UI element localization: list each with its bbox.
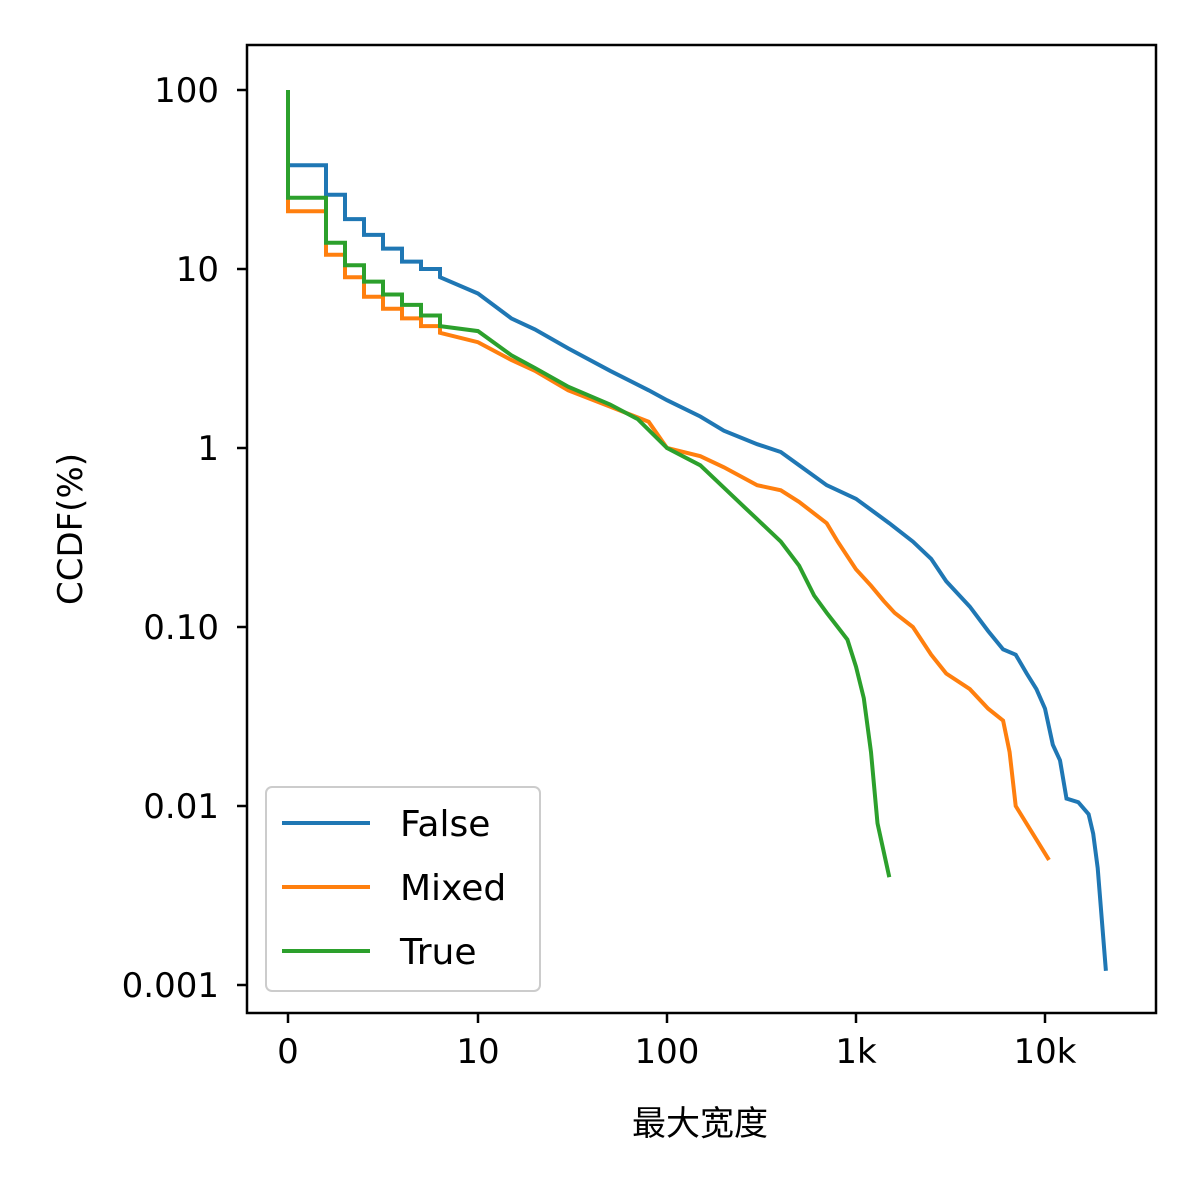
legend-label-false: False xyxy=(400,804,490,845)
legend: False Mixed True xyxy=(265,786,541,992)
legend-box xyxy=(265,786,541,992)
y-tick-label: 0.10 xyxy=(143,608,219,648)
series-line-true xyxy=(286,90,892,878)
x-axis: 0 10 100 1k 10k xyxy=(277,1013,1077,1072)
plot-frame xyxy=(245,43,1158,1015)
x-axis-label: 最大宽度 xyxy=(632,1104,768,1144)
x-tick-label: 100 xyxy=(635,1032,700,1072)
legend-label-true: True xyxy=(399,932,476,973)
y-tick-label: 0.001 xyxy=(122,966,219,1006)
y-axis-label: CCDF(%) xyxy=(51,453,91,605)
x-tick-label: 10 xyxy=(456,1032,499,1072)
x-tick-label: 1k xyxy=(835,1032,877,1072)
legend-label-mixed: Mixed xyxy=(400,868,506,909)
x-tick-label: 10k xyxy=(1014,1032,1077,1072)
y-tick-label: 10 xyxy=(176,250,219,290)
y-tick-label: 1 xyxy=(197,429,219,469)
x-tick-label: 0 xyxy=(277,1032,299,1072)
y-tick-label: 0.01 xyxy=(143,787,219,827)
y-tick-label: 100 xyxy=(154,71,219,111)
series-layer xyxy=(286,90,1108,971)
series-line-false xyxy=(286,90,1108,971)
y-axis: 100 10 1 0.10 0.01 0.001 xyxy=(122,71,247,1006)
series-line-mixed xyxy=(286,90,1051,861)
